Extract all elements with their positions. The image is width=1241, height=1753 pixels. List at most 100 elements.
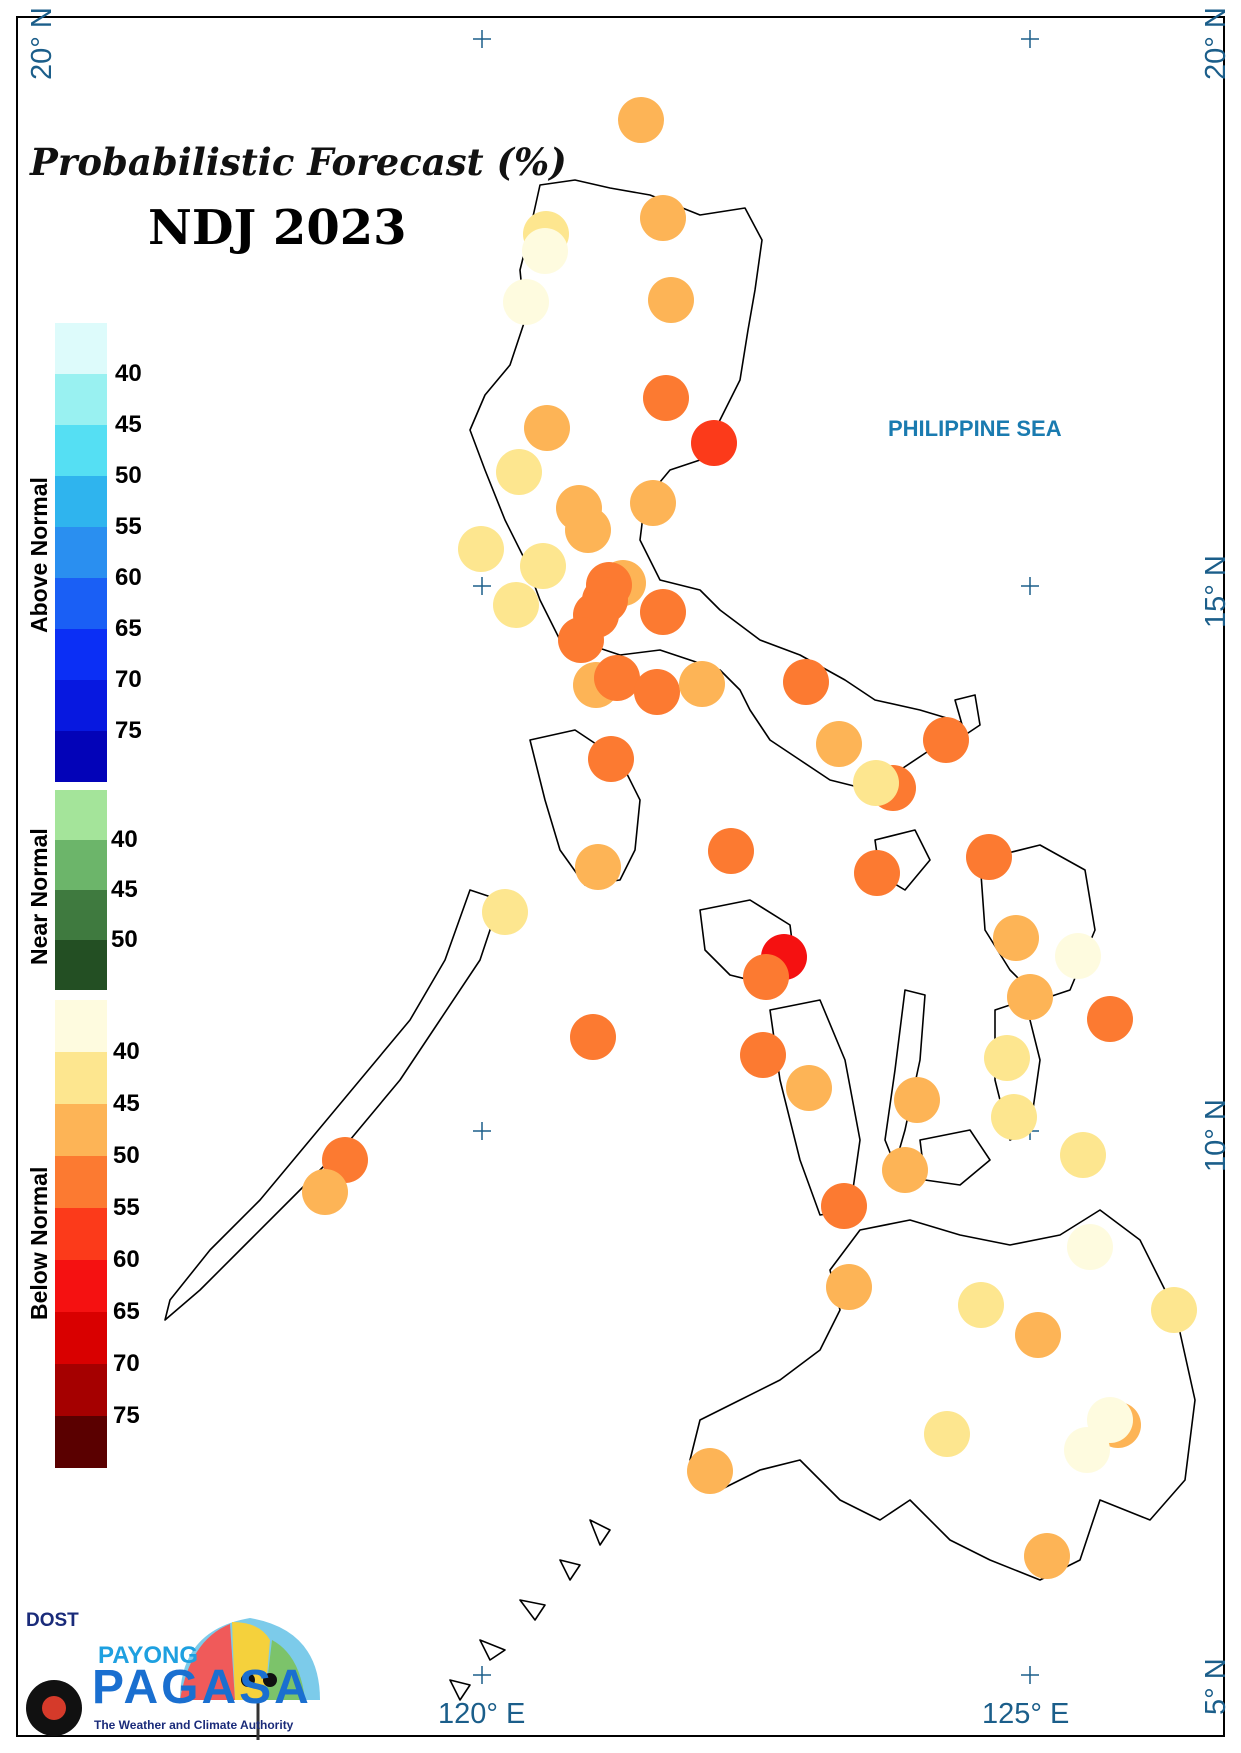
pagasa-text: PAGASA [92,1661,312,1714]
legend-swatch [55,374,107,425]
legend-swatch [55,680,107,731]
sea-label: PHILIPPINE SEA [888,416,1062,441]
payong-text: PAYONG [98,1642,199,1669]
station-marker [691,420,737,466]
station-marker [520,543,566,589]
legend-tick: 70 [113,1350,140,1377]
legend-tick: 60 [115,564,142,591]
legend-label-above: Above Normal [26,477,52,633]
station-marker [923,717,969,763]
legend-label-below: Below Normal [26,1166,52,1320]
station-marker [618,97,664,143]
station-marker [1015,1312,1061,1358]
lat-label-10: 10° N [1200,1099,1232,1172]
station-marker [1055,933,1101,979]
station-marker [783,659,829,705]
station-marker [821,1183,867,1229]
lat-label-15: 15° N [1200,555,1232,628]
legend-swatch [55,1000,107,1052]
legend-swatch [55,629,107,680]
station-marker [966,834,1012,880]
dost-text: DOST [26,1610,79,1631]
station-marker [524,405,570,451]
station-marker [854,850,900,896]
legend-swatch [55,1364,107,1416]
legend-tick: 50 [111,926,138,953]
legend-tick: 40 [115,360,142,387]
forecast-period: NDJ 2023 [148,200,407,256]
legend-tick: 45 [111,876,138,903]
station-marker [558,617,604,663]
station-marker [708,828,754,874]
station-marker [522,228,568,274]
station-markers [302,97,1197,1579]
lat-label-top-left: 20° N [26,7,58,80]
legend-tick: 45 [115,411,142,438]
station-marker [458,526,504,572]
legend-swatch [55,790,107,840]
legend-tick: 55 [115,513,142,540]
legend-swatch [55,840,107,890]
station-marker [786,1065,832,1111]
station-marker [1067,1224,1113,1270]
legend-swatch [55,323,107,374]
station-marker [853,760,899,806]
station-marker [740,1032,786,1078]
cebu-outline [884,989,926,1166]
legend-tick: 50 [115,462,142,489]
legend-swatch [55,1260,107,1312]
station-marker [503,279,549,325]
station-marker [302,1169,348,1215]
pagasa-logo: DOST PAYONG PAGASA The Weather and Clima… [20,1600,320,1740]
station-marker [496,449,542,495]
legend-tick: 40 [113,1038,140,1065]
station-marker [1064,1427,1110,1473]
legend-swatch [55,1416,107,1468]
station-marker [493,582,539,628]
lat-label-top-right: 20° N [1200,7,1232,80]
station-marker [1007,974,1053,1020]
station-marker [679,661,725,707]
station-marker [894,1077,940,1123]
legend-label-near: Near Normal [26,828,52,965]
station-marker [648,277,694,323]
legend-swatch [55,578,107,629]
station-marker [993,915,1039,961]
bohol-outline [919,1129,991,1186]
station-marker [826,1264,872,1310]
legend-swatch [55,476,107,527]
legend-tick: 45 [113,1090,140,1117]
station-marker [882,1147,928,1193]
legend-tick: 75 [113,1402,140,1429]
station-marker [984,1035,1030,1081]
station-marker [640,589,686,635]
sulu-islands [449,1519,611,1701]
legend-swatch [55,1104,107,1156]
mindanao-outline [689,1209,1196,1581]
station-marker [482,889,528,935]
station-marker [643,375,689,421]
station-marker [958,1282,1004,1328]
map-frame [16,16,1225,1737]
tagline-text: The Weather and Climate Authority [94,1718,294,1732]
station-marker [588,736,634,782]
station-marker [565,507,611,553]
dost-emblem [26,1680,82,1736]
legend-tick: 65 [115,615,142,642]
station-marker [743,954,789,1000]
station-marker [594,655,640,701]
legend-tick: 50 [113,1142,140,1169]
legend-swatch [55,425,107,476]
station-marker [991,1094,1037,1140]
legend-swatch [55,527,107,578]
legend-swatch [55,1052,107,1104]
map-title: Probabilistic Forecast (%) [30,140,567,184]
lon-label-125: 125° E [982,1698,1070,1730]
palawan-outline [164,889,501,1321]
lon-label-120: 120° E [438,1698,526,1730]
legend-swatch [55,731,107,782]
coastline [164,179,1196,1701]
samar-outline [979,844,1096,1001]
legend-tick: 70 [115,666,142,693]
station-marker [1024,1533,1070,1579]
